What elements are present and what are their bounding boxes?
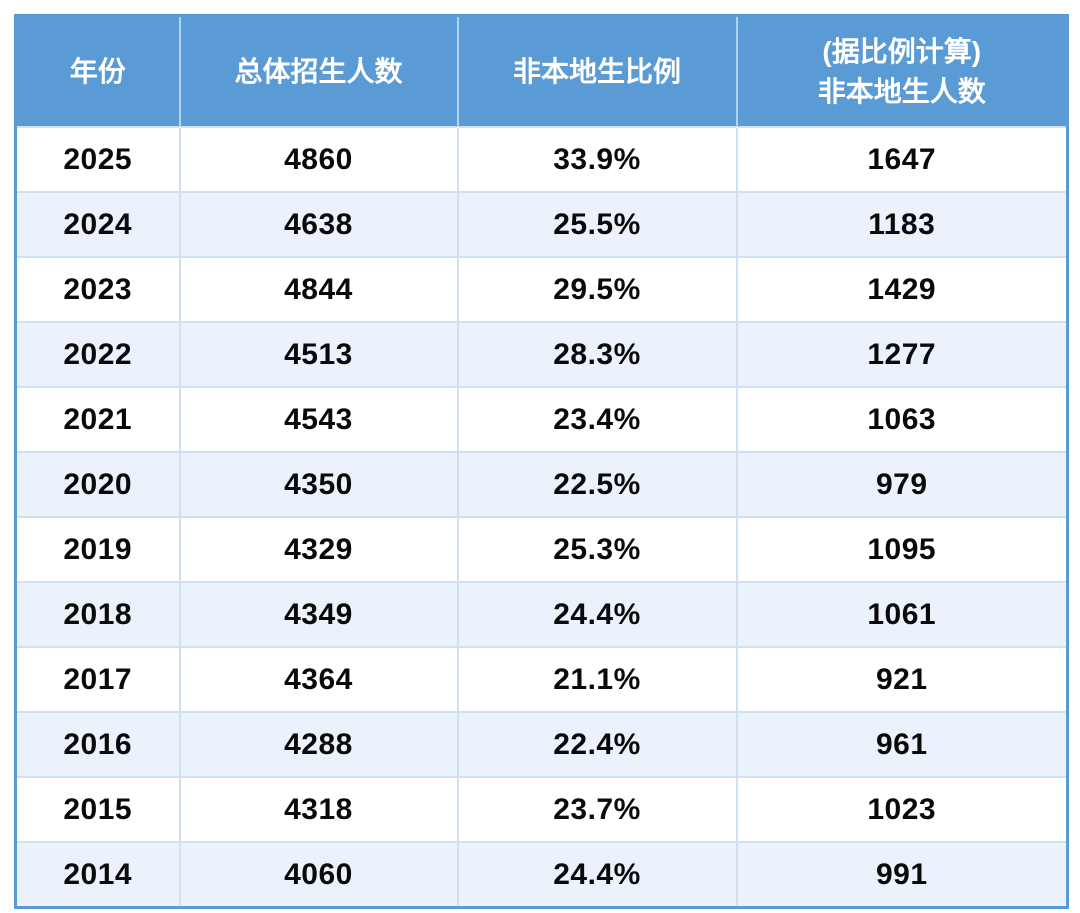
- year-cell: 2024: [14, 191, 181, 258]
- total-cell: 4350: [178, 451, 459, 518]
- nonlocal-cell: 979: [735, 451, 1069, 518]
- enrollment-table: 年份 总体招生人数 非本地生比例 (据比例计算) 非本地生人数 2025 486…: [14, 14, 1069, 909]
- table-row: 2024 4638 25.5% 1183: [14, 191, 1069, 258]
- total-cell: 4860: [178, 126, 459, 193]
- nonlocal-cell: 1277: [735, 321, 1069, 388]
- table-row: 2018 4349 24.4% 1061: [14, 581, 1069, 648]
- year-cell: 2016: [14, 711, 181, 778]
- table-row: 2021 4543 23.4% 1063: [14, 386, 1069, 453]
- nonlocal-cell: 1183: [735, 191, 1069, 258]
- header-cell-year: 年份: [15, 15, 180, 127]
- total-cell: 4288: [178, 711, 459, 778]
- year-cell: 2017: [14, 646, 181, 713]
- table-row: 2023 4844 29.5% 1429: [14, 256, 1069, 323]
- table-row: 2017 4364 21.1% 921: [14, 646, 1069, 713]
- year-cell: 2018: [14, 581, 181, 648]
- ratio-cell: 25.5%: [456, 191, 738, 258]
- total-cell: 4329: [178, 516, 459, 583]
- year-cell: 2015: [14, 776, 181, 843]
- ratio-cell: 28.3%: [456, 321, 738, 388]
- year-cell: 2023: [14, 256, 181, 323]
- table-row: 2025 4860 33.9% 1647: [14, 126, 1069, 193]
- header-nonlocal-line2: 非本地生人数: [817, 75, 986, 107]
- table-row: 2014 4060 24.4% 991: [14, 841, 1069, 909]
- nonlocal-cell: 991: [735, 841, 1069, 909]
- year-cell: 2025: [14, 126, 181, 193]
- year-cell: 2022: [14, 321, 181, 388]
- nonlocal-cell: 1063: [735, 386, 1069, 453]
- nonlocal-cell: 1095: [735, 516, 1069, 583]
- table-row: 2016 4288 22.4% 961: [14, 711, 1069, 778]
- year-cell: 2021: [14, 386, 181, 453]
- table-row: 2019 4329 25.3% 1095: [14, 516, 1069, 583]
- nonlocal-cell: 1061: [735, 581, 1069, 648]
- table-body: 2025 4860 33.9% 1647 2024 4638 25.5% 118…: [14, 126, 1069, 909]
- nonlocal-cell: 1429: [735, 256, 1069, 323]
- ratio-cell: 24.4%: [456, 581, 738, 648]
- year-cell: 2019: [14, 516, 181, 583]
- header-nonlocal-line1: (据比例计算): [822, 36, 982, 68]
- table-row: 2015 4318 23.7% 1023: [14, 776, 1069, 843]
- table-header-row: 年份 总体招生人数 非本地生比例 (据比例计算) 非本地生人数: [15, 15, 1068, 127]
- nonlocal-cell: 1023: [735, 776, 1069, 843]
- header-cell-ratio: 非本地生比例: [456, 15, 737, 127]
- table-row: 2022 4513 28.3% 1277: [14, 321, 1069, 388]
- ratio-cell: 23.7%: [456, 776, 738, 843]
- nonlocal-cell: 961: [735, 711, 1069, 778]
- ratio-cell: 24.4%: [456, 841, 738, 909]
- nonlocal-cell: 921: [735, 646, 1069, 713]
- total-cell: 4543: [178, 386, 459, 453]
- ratio-cell: 25.3%: [456, 516, 738, 583]
- year-cell: 2020: [14, 451, 181, 518]
- header-cell-total: 总体招生人数: [178, 15, 458, 127]
- ratio-cell: 22.5%: [456, 451, 738, 518]
- ratio-cell: 29.5%: [456, 256, 738, 323]
- nonlocal-cell: 1647: [735, 126, 1069, 193]
- total-cell: 4638: [178, 191, 459, 258]
- total-cell: 4513: [178, 321, 459, 388]
- ratio-cell: 23.4%: [456, 386, 738, 453]
- ratio-cell: 21.1%: [456, 646, 738, 713]
- total-cell: 4349: [178, 581, 459, 648]
- ratio-cell: 22.4%: [456, 711, 738, 778]
- ratio-cell: 33.9%: [456, 126, 738, 193]
- total-cell: 4364: [178, 646, 459, 713]
- enrollment-table-container: 年份 总体招生人数 非本地生比例 (据比例计算) 非本地生人数 2025 486…: [14, 14, 1069, 909]
- total-cell: 4060: [178, 841, 459, 909]
- year-cell: 2014: [14, 841, 181, 909]
- total-cell: 4844: [178, 256, 459, 323]
- table-row: 2020 4350 22.5% 979: [14, 451, 1069, 518]
- header-cell-nonlocal: (据比例计算) 非本地生人数: [735, 15, 1068, 127]
- total-cell: 4318: [178, 776, 459, 843]
